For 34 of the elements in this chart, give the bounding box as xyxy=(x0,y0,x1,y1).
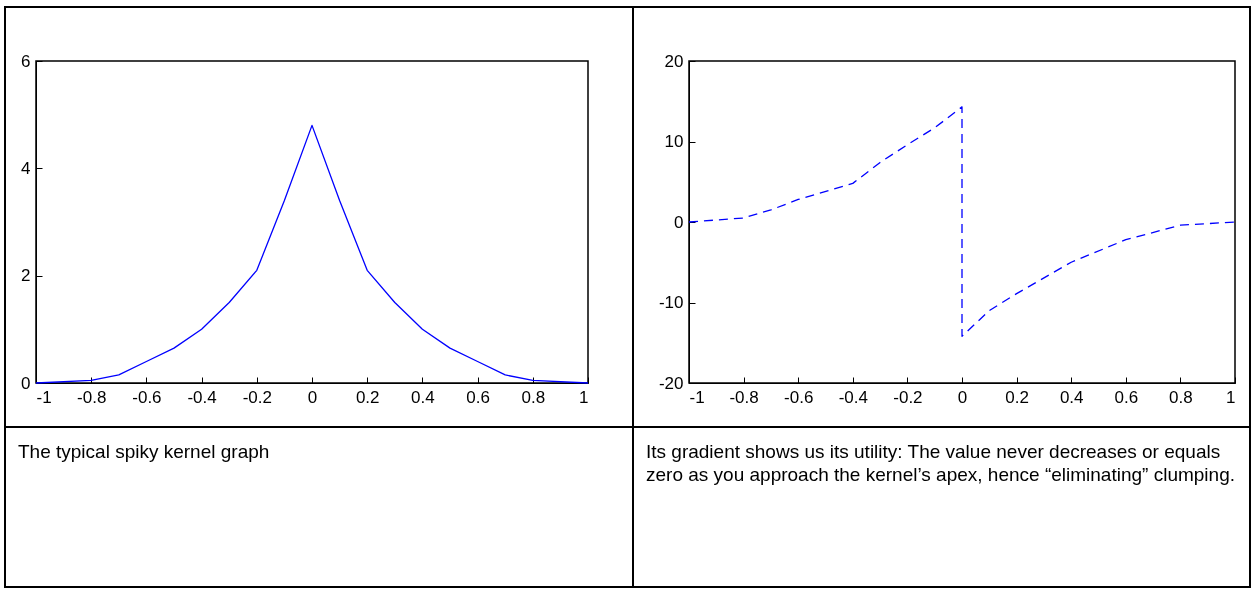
text: Its gradient shows us its utility: The value never decreases or equals zero as you approach the kernel’s apex, hence “eliminating” clumping. xyxy=(646,440,1236,486)
line-series xyxy=(688,106,1236,337)
x-tick-label: -0.4 xyxy=(838,387,868,407)
x-tick-label: -0.4 xyxy=(187,387,217,407)
y-tick-label: 0 xyxy=(21,373,31,393)
x-tick-label: -0.8 xyxy=(77,387,107,407)
x-tick-label: -1 xyxy=(36,387,52,407)
x-tick-label: 0.4 xyxy=(411,387,435,407)
x-tick-label: 0.6 xyxy=(1114,387,1139,407)
x-tick-label: 0.2 xyxy=(355,387,380,407)
x-tick-label: 0.2 xyxy=(1005,387,1029,407)
x-tick-label: 0.8 xyxy=(521,387,546,407)
x-tick-label: 0.8 xyxy=(1169,387,1193,407)
y-tick-label: -20 xyxy=(658,373,684,393)
x-tick-label: -0.6 xyxy=(132,387,162,407)
x-tick-label: 0.6 xyxy=(466,387,490,407)
y-tick-label: 20 xyxy=(664,51,684,71)
x-tick-label: -0.2 xyxy=(893,387,923,407)
y-tick-label: 0 xyxy=(674,212,684,232)
y-tick-label: -10 xyxy=(658,293,684,312)
x-tick-label: -0.2 xyxy=(242,387,272,407)
y-tick-label: 6 xyxy=(21,51,31,71)
x-tick-label: -0.6 xyxy=(784,387,814,407)
x-tick-label: 0.4 xyxy=(1059,387,1084,407)
x-tick-label: -1 xyxy=(689,387,705,407)
x-tick-label: 1 xyxy=(579,387,589,407)
y-tick-label: 10 xyxy=(664,132,684,151)
text: The typical spiky kernel graph xyxy=(18,440,271,463)
y-tick-label: 2 xyxy=(21,266,31,286)
x-tick-label: 0 xyxy=(307,387,318,407)
x-tick-label: 0 xyxy=(957,387,968,407)
x-tick-label: 1 xyxy=(1226,387,1236,407)
x-tick-label: -0.8 xyxy=(729,387,759,407)
y-tick-label: 4 xyxy=(21,158,31,178)
